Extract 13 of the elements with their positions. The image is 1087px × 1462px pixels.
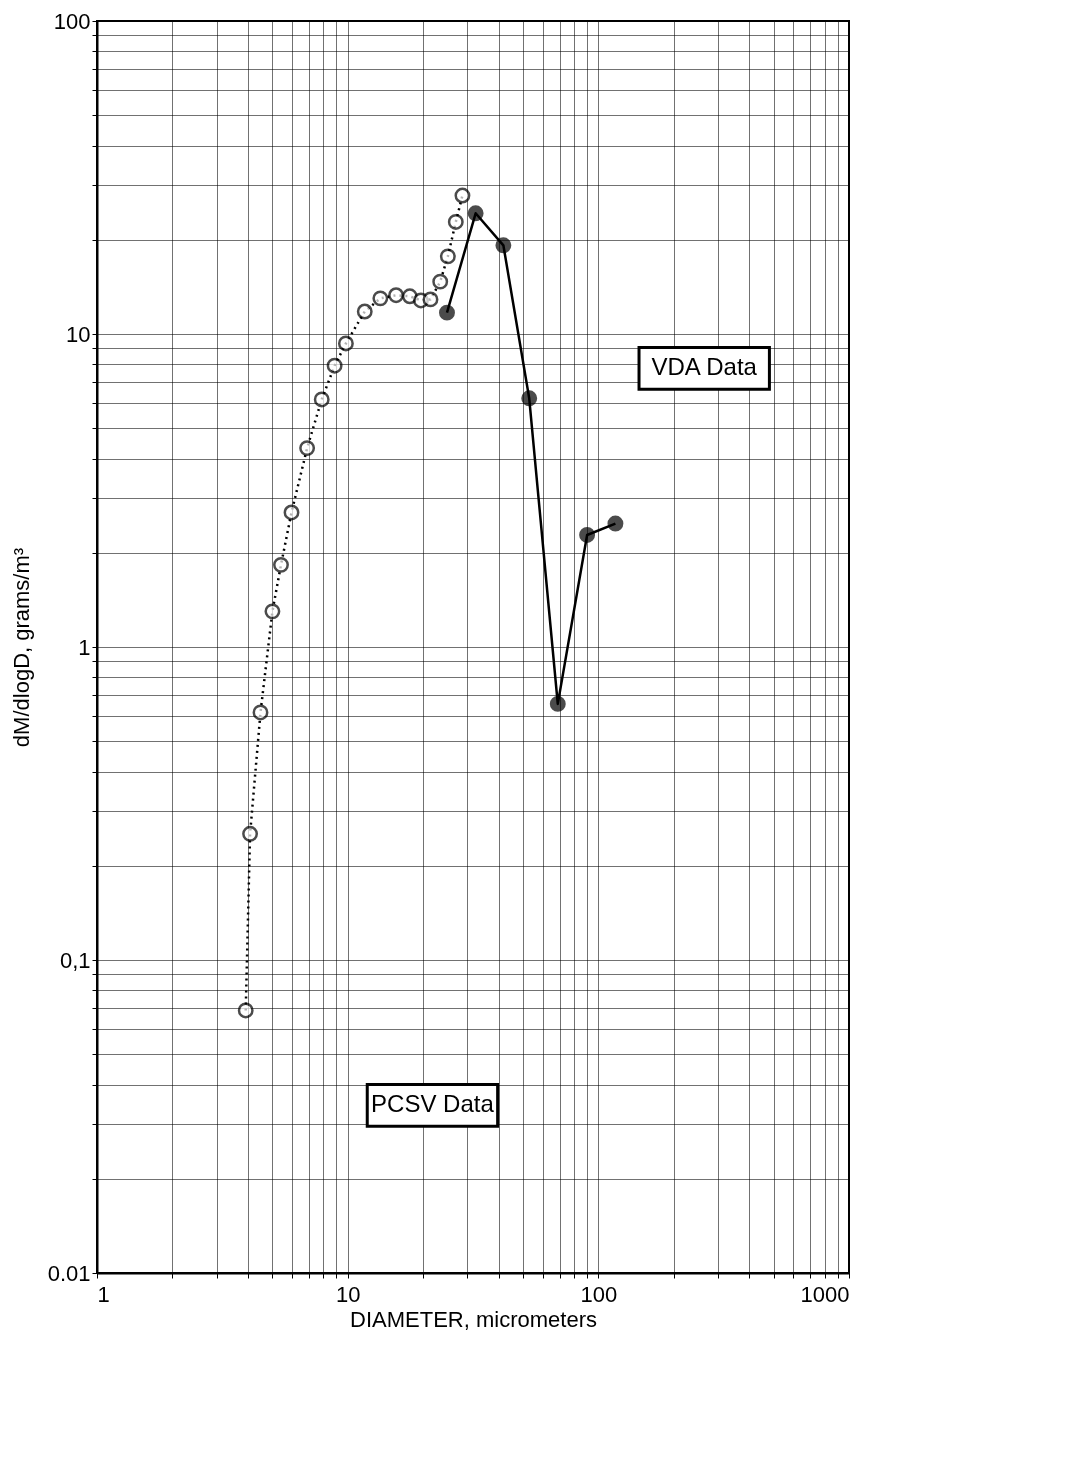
- x-tick-label: 100: [580, 1281, 618, 1307]
- x-tick-label: 1000: [800, 1281, 850, 1307]
- text: VDA Data: [651, 353, 758, 381]
- y-tick-label: 100: [53, 8, 91, 34]
- y-axis-title: dM/dlogD, grams/m³: [8, 547, 34, 748]
- x-axis-title: DIAMETER, micrometers: [350, 1306, 597, 1332]
- text: PCSV Data: [371, 1090, 495, 1118]
- y-tick-label: 0.01: [47, 1260, 91, 1286]
- x-tick-label: 10: [335, 1281, 361, 1307]
- x-tick-label: 1: [97, 1281, 110, 1307]
- y-tick-label: 0,1: [59, 947, 91, 973]
- y-tick-label: 1: [78, 634, 91, 660]
- y-tick-label: 10: [66, 321, 91, 347]
